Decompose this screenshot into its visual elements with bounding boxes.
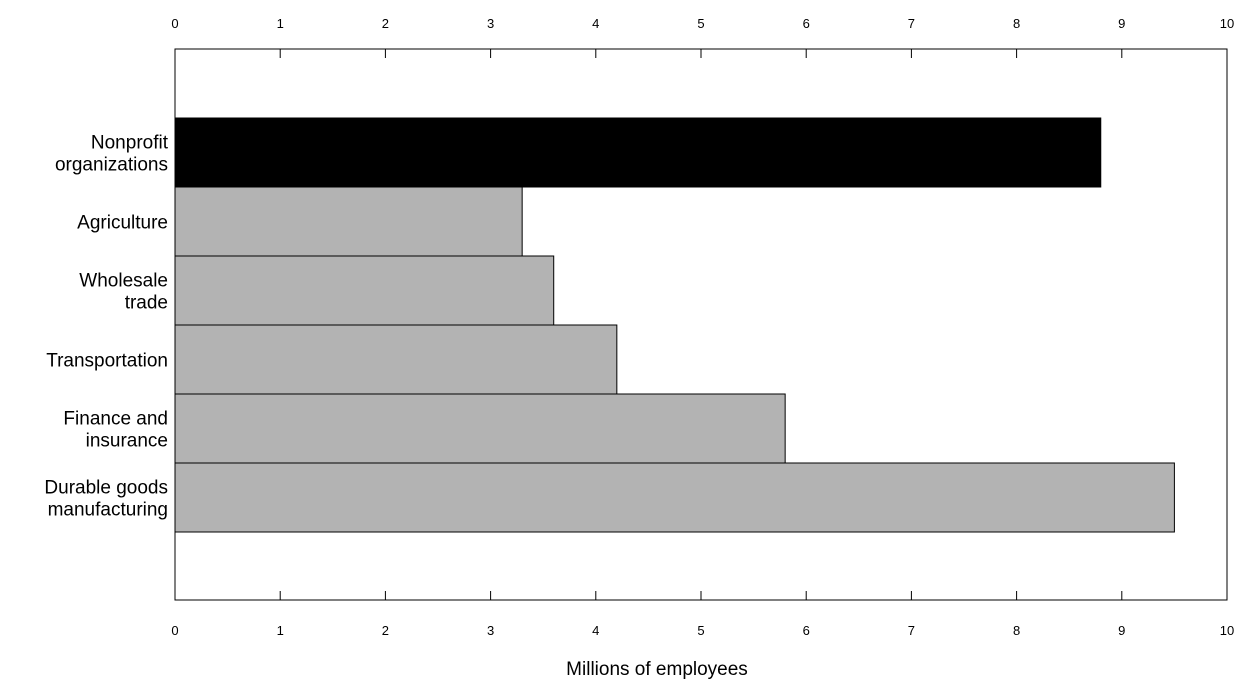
category-labels: Nonprofit organizations Agriculture Wholesa… [44,133,168,521]
tick-marks [174,49,1228,600]
bottom-tick-label: 0 [171,623,178,638]
bar-1 [174,186,523,257]
category-label-line: Finance and [63,409,168,430]
bottom-tick-label: 5 [697,623,704,638]
category-label-line: Nonprofit [91,133,169,154]
category-label-1: Agriculture [77,213,168,234]
top-tick-label: 10 [1220,16,1234,31]
tick-labels: 0 0 1 1 2 2 3 3 4 4 5 5 6 6 7 7 8 8 9 9 10 10 [171,16,1234,638]
bar-3 [174,324,618,395]
top-tick-label: 9 [1118,16,1125,31]
category-label-line: Transportation [46,351,168,372]
x-axis-title: Millions of employees [566,659,748,680]
category-label-line: organizations [55,155,168,176]
bottom-tick-label: 8 [1013,623,1020,638]
top-tick-label: 7 [908,16,915,31]
category-label-line: trade [125,293,168,314]
bar-5 [174,462,1175,533]
bar-0 [174,117,1102,188]
category-label-5: Durable goods manufacturing [44,478,168,521]
top-tick-label: 5 [697,16,704,31]
category-label-4: Finance and insurance [63,409,168,452]
category-label-line: Durable goods [44,478,168,499]
category-label-3: Transportation [46,351,168,372]
category-label-line: manufacturing [48,500,168,521]
bottom-tick-label: 3 [487,623,494,638]
bottom-tick-label: 9 [1118,623,1125,638]
top-tick-label: 3 [487,16,494,31]
top-tick-label: 2 [382,16,389,31]
top-tick-label: 4 [592,16,599,31]
bottom-tick-label: 4 [592,623,599,638]
top-tick-label: 1 [277,16,284,31]
top-tick-label: 6 [803,16,810,31]
bottom-tick-label: 2 [382,623,389,638]
category-label-line: insurance [86,431,168,452]
category-label-2: Wholesale trade [79,271,168,314]
top-tick-label: 8 [1013,16,1020,31]
bottom-tick-label: 1 [277,623,284,638]
bottom-tick-label: 10 [1220,623,1234,638]
category-label-0: Nonprofit organizations [55,133,169,176]
bars [174,117,1175,533]
bottom-tick-label: 6 [803,623,810,638]
category-label-line: Agriculture [77,213,168,234]
category-label-line: Wholesale [79,271,168,292]
bar-4 [174,393,786,464]
bottom-tick-label: 7 [908,623,915,638]
bar-2 [174,255,555,326]
top-tick-label: 0 [171,16,178,31]
